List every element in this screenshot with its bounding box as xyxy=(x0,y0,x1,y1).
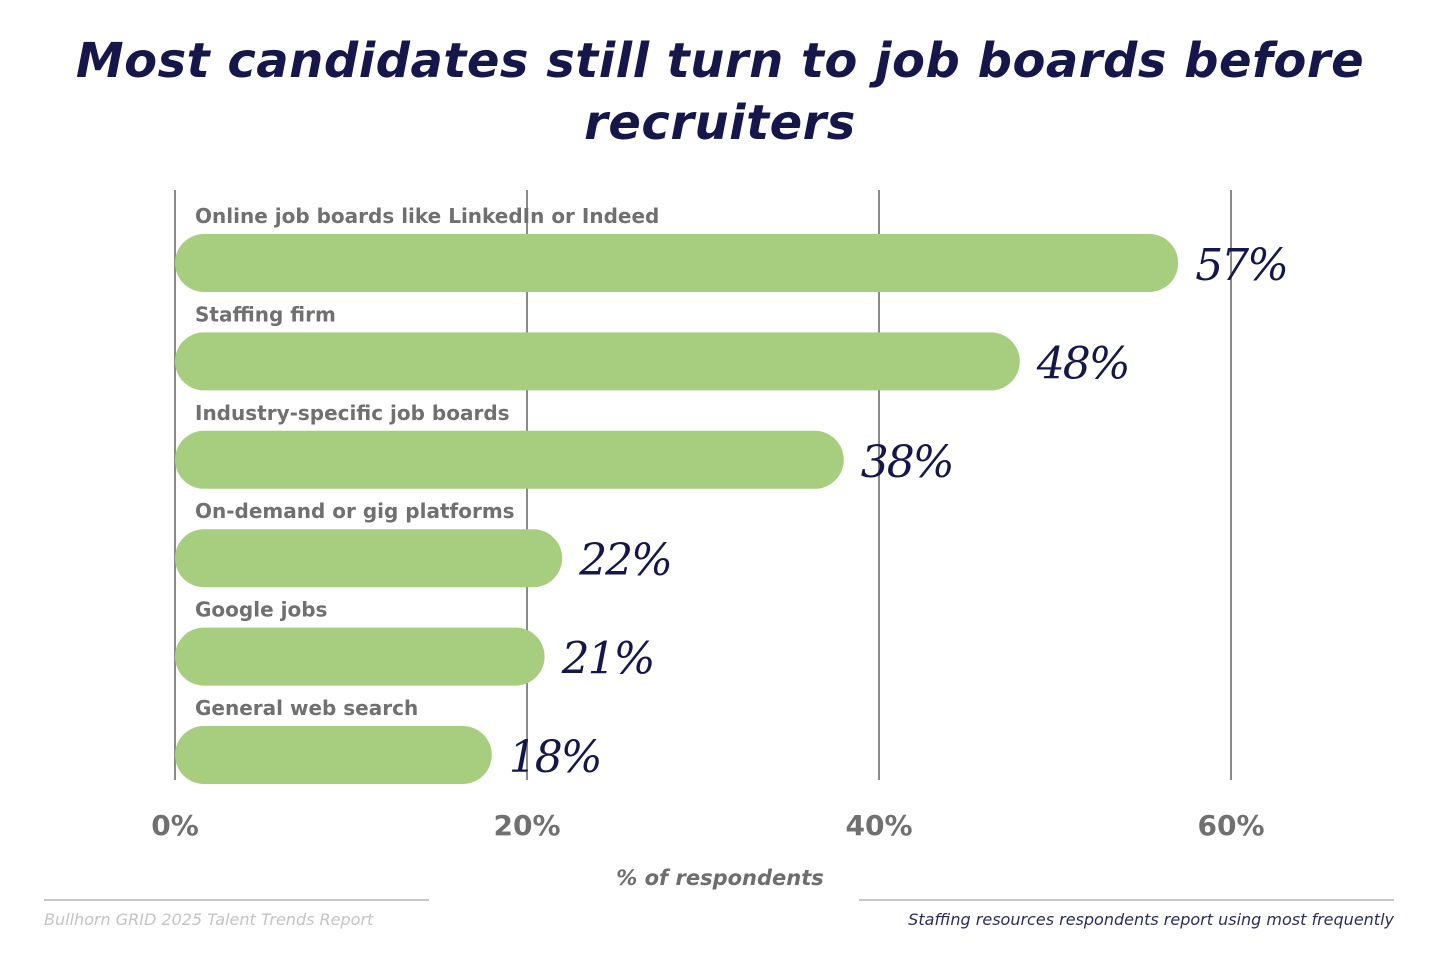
category-label: Staffing firm xyxy=(195,302,336,326)
x-tick-label: 60% xyxy=(1197,809,1264,842)
category-label: General web search xyxy=(195,696,418,720)
bar xyxy=(175,332,1020,391)
x-axis-label: % of respondents xyxy=(616,866,824,890)
chart-description: Staffing resources respondents report us… xyxy=(908,910,1394,929)
x-tick-label: 0% xyxy=(151,809,199,842)
footer-divider-right xyxy=(859,899,1394,901)
bar xyxy=(175,430,844,489)
data-label: 48% xyxy=(1036,338,1129,389)
data-label: 18% xyxy=(509,732,601,783)
bar xyxy=(175,627,545,686)
footer-divider-left xyxy=(44,899,429,901)
x-tick-label: 40% xyxy=(845,809,912,842)
data-label: 38% xyxy=(861,437,953,488)
data-label: 57% xyxy=(1195,240,1287,291)
data-label: 22% xyxy=(578,535,671,586)
data-label: 21% xyxy=(561,634,654,685)
category-label: Google jobs xyxy=(195,598,327,622)
chart-title: Most candidates still turn to job boards… xyxy=(75,33,1365,151)
bar xyxy=(175,726,492,784)
x-tick-label: 20% xyxy=(493,809,560,842)
source-note: Bullhorn GRID 2025 Talent Trends Report xyxy=(44,910,374,929)
bar xyxy=(175,529,563,588)
category-label: On-demand or gig platforms xyxy=(195,499,515,523)
category-label: Industry-specific job boards xyxy=(195,401,510,425)
category-label: Online job boards like LinkedIn or Indee… xyxy=(195,204,659,228)
bar xyxy=(175,234,1179,292)
